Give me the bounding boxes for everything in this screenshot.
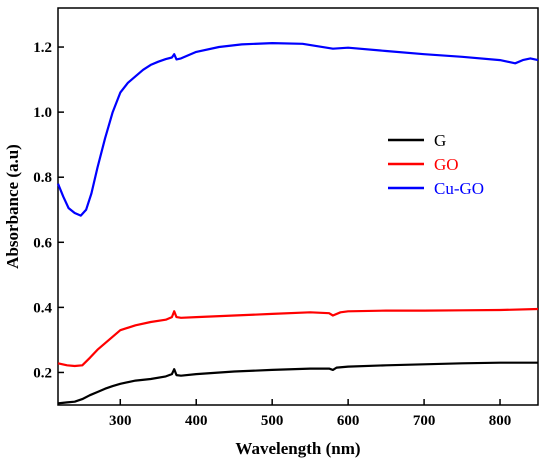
y-tick-label: 0.8 [33,170,52,186]
series-line-g [57,361,538,405]
x-tick-label: 700 [413,413,436,429]
legend-label: G [434,131,446,150]
y-tick-label: 0.2 [33,365,52,381]
y-tick-label: 1.0 [33,105,52,121]
x-tick-label: 400 [185,413,208,429]
plot-frame [57,7,539,406]
x-axis-title: Wavelength (nm) [235,439,360,458]
series-line-go [57,307,539,368]
series-line-cu-go [56,42,539,217]
series-layer [56,42,539,405]
x-tick-label: 300 [109,413,132,429]
x-tick-label: 500 [261,413,284,429]
ticks-layer: 300 400 500 600 700 800 0.2 0.4 0.6 0.8 1.0 1.2 [33,40,511,429]
y-axis-title: Absorbance (a.u) [3,144,22,269]
plot-area: 300 400 500 600 700 800 0.2 0.4 0.6 0.8 1.0 1.2 [33,7,539,429]
x-tick-label: 800 [489,413,512,429]
x-tick-label: 600 [337,413,360,429]
legend-label: Cu-GO [434,179,484,198]
y-tick-label: 0.6 [33,235,52,251]
y-tick-label: 0.4 [33,300,52,316]
y-tick-label: 1.2 [33,40,52,56]
legend-label: GO [434,155,459,174]
legend: G GO Cu-GO [388,131,484,198]
